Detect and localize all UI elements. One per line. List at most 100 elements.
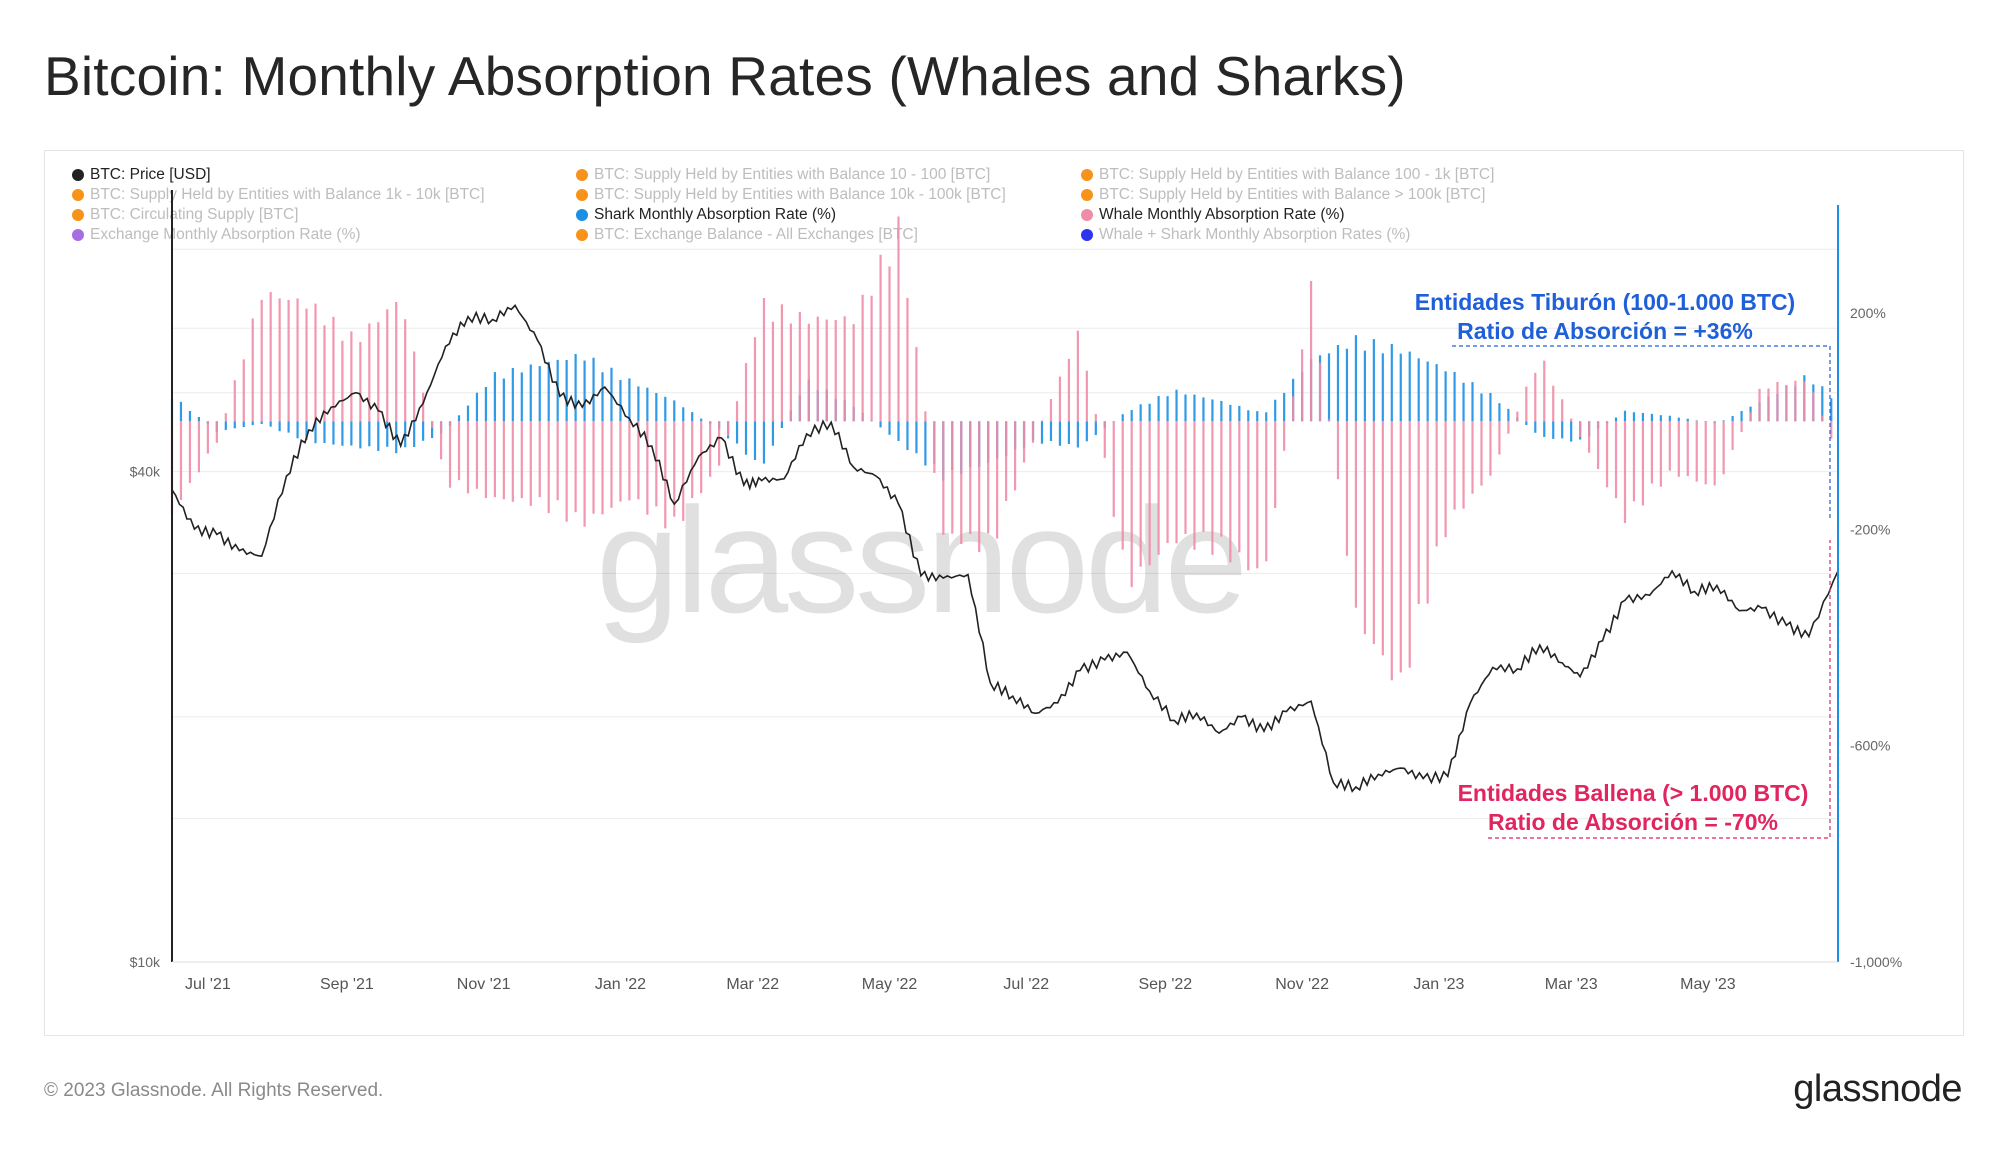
shark-bar <box>1695 420 1698 422</box>
whale-bar <box>726 421 730 436</box>
shark-bar <box>233 421 236 429</box>
legend-dot-icon <box>576 229 588 241</box>
whale-bar <box>1561 399 1564 422</box>
chart-frame <box>44 150 1964 1036</box>
shark-bar <box>1193 394 1196 422</box>
shark-bar <box>1830 398 1833 422</box>
legend-item[interactable]: BTC: Supply Held by Entities with Balanc… <box>576 186 1006 204</box>
whale-bar <box>1650 421 1653 484</box>
legend-item[interactable]: BTC: Exchange Balance - All Exchanges [B… <box>576 226 918 244</box>
whale-bar <box>341 340 344 422</box>
x-tick-label: Jul '21 <box>185 976 231 993</box>
whale-bar <box>197 421 201 473</box>
shark-bar <box>1148 403 1151 422</box>
whale-bar <box>1220 421 1223 537</box>
shark-bar <box>1561 421 1564 439</box>
whale-bar <box>762 298 766 422</box>
whale-bar <box>1112 421 1115 517</box>
whale-bar <box>1812 392 1815 422</box>
legend-item[interactable]: Whale Monthly Absorption Rate (%) <box>1081 206 1345 224</box>
whale-bar <box>1202 421 1205 532</box>
shark-bar <box>1256 411 1259 422</box>
shark-bar <box>1614 417 1618 422</box>
shark-bar <box>1184 394 1187 422</box>
whale-bar <box>583 421 586 527</box>
legend-dot-icon <box>1081 229 1093 241</box>
whale-annotation-line2: Ratio de Absorción = -70% <box>1488 809 1778 835</box>
whale-bar <box>422 392 425 422</box>
shark-bar <box>1686 418 1689 422</box>
whale-bar <box>323 325 326 422</box>
shark-bar <box>1336 345 1340 422</box>
shark-bar <box>377 421 380 451</box>
shark-bar <box>897 421 900 441</box>
shark-bar <box>314 421 317 444</box>
shark-bar <box>1668 415 1671 422</box>
whale-bar <box>718 421 721 466</box>
whale-bar <box>395 301 398 422</box>
shark-bar <box>771 421 775 446</box>
shark-bar <box>565 360 568 422</box>
shark-bar <box>413 421 416 447</box>
y-left-tick-label: $10k <box>130 954 161 970</box>
legend-dot-icon <box>72 229 84 241</box>
whale-bar <box>466 421 470 494</box>
shark-bar <box>511 367 514 422</box>
legend-label: BTC: Exchange Balance - All Exchanges [B… <box>594 226 918 243</box>
y-right-tick-label: 200% <box>1850 305 1886 321</box>
whale-bar <box>1776 381 1779 422</box>
whale-bars <box>170 216 1833 681</box>
whale-bar <box>1175 421 1178 544</box>
whale-bar <box>1300 349 1304 422</box>
whale-bar <box>1704 421 1707 485</box>
legend-label: Whale Monthly Absorption Rate (%) <box>1099 206 1345 223</box>
shark-bar <box>386 421 389 447</box>
shark-bar <box>735 421 739 444</box>
shark-bar <box>1399 353 1402 422</box>
whale-bar <box>1040 420 1044 422</box>
shark-bar <box>1543 421 1546 437</box>
shark-bar <box>583 360 586 422</box>
whale-bar <box>1058 376 1062 422</box>
y-right-tick-label: -600% <box>1850 738 1890 754</box>
whale-bar <box>601 421 604 515</box>
whale-bar <box>1552 385 1555 422</box>
glassnode-logo[interactable]: glassnode <box>1793 1068 1962 1110</box>
legend-item[interactable]: Whale + Shark Monthly Absorption Rates (… <box>1081 226 1410 244</box>
whale-bar <box>1256 421 1259 569</box>
legend-label: BTC: Supply Held by Entities with Balanc… <box>594 186 1006 203</box>
shark-bar <box>359 421 362 449</box>
shark-bar <box>592 357 595 422</box>
shark-bar <box>1363 350 1366 422</box>
shark-bar <box>762 421 766 464</box>
whale-bar <box>1193 421 1196 550</box>
whale-bar <box>655 421 658 507</box>
shark-bar <box>1202 397 1205 422</box>
legend-item[interactable]: BTC: Circulating Supply [BTC] <box>72 206 298 224</box>
y-left-tick-label: $40k <box>130 464 161 480</box>
whale-bar <box>502 421 505 500</box>
legend-item[interactable]: Exchange Monthly Absorption Rate (%) <box>72 226 361 244</box>
whale-bar <box>1614 421 1618 499</box>
shark-bar <box>1650 413 1653 422</box>
whale-bar <box>1605 421 1609 488</box>
shark-bar <box>1417 358 1420 422</box>
legend-item[interactable]: BTC: Supply Held by Entities with Balanc… <box>576 166 990 184</box>
legend-item[interactable]: BTC: Supply Held by Entities with Balanc… <box>1081 166 1494 184</box>
shark-bar <box>1345 348 1349 422</box>
whale-bar <box>1623 421 1627 524</box>
legend-item[interactable]: Shark Monthly Absorption Rate (%) <box>576 206 836 224</box>
legend-item[interactable]: BTC: Supply Held by Entities with Balanc… <box>72 186 485 204</box>
shark-bar <box>323 421 326 443</box>
legend-item[interactable]: BTC: Price [USD] <box>72 166 211 184</box>
legend-dot-icon <box>72 169 84 181</box>
whale-bar <box>1076 330 1079 422</box>
shark-bar <box>278 421 281 432</box>
whale-bar <box>1238 421 1241 553</box>
shark-bar <box>520 372 523 422</box>
legend-item[interactable]: BTC: Supply Held by Entities with Balanc… <box>1081 186 1485 204</box>
whale-bar <box>377 322 380 422</box>
shark-bar <box>242 421 245 428</box>
shark-bar <box>1390 344 1393 422</box>
whale-annotation: Entidades Ballena (> 1.000 BTC) Ratio de… <box>1438 779 1828 837</box>
